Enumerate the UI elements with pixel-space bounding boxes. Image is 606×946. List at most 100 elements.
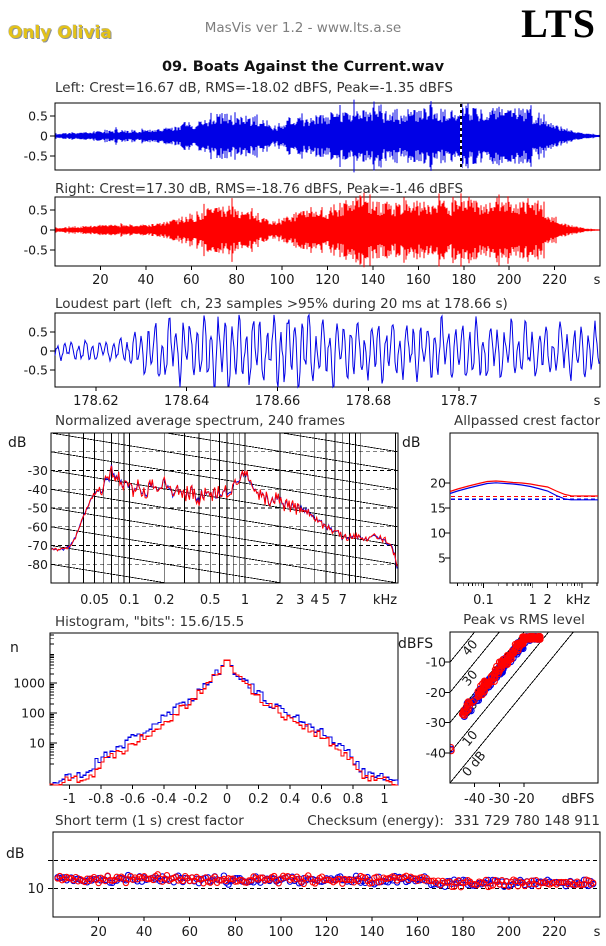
svg-text:220: 220 — [542, 273, 567, 288]
svg-text:0 dB: 0 dB — [459, 748, 489, 779]
svg-text:-0.8: -0.8 — [88, 792, 113, 807]
svg-text:180: 180 — [451, 273, 476, 288]
svg-text:-40: -40 — [464, 792, 485, 807]
svg-text:0: 0 — [40, 223, 48, 238]
left-channel-stats: Left: Crest=16.67 dB, RMS=-18.02 dBFS, P… — [55, 80, 453, 96]
svg-text:140: 140 — [361, 273, 386, 288]
svg-text:-70: -70 — [28, 538, 48, 553]
svg-text:60: 60 — [181, 925, 198, 940]
user-name: Only Olivia — [8, 23, 112, 43]
svg-text:0.5: 0.5 — [28, 203, 48, 218]
svg-text:s: s — [594, 273, 601, 288]
svg-text:60: 60 — [183, 273, 200, 288]
svg-text:-80: -80 — [28, 557, 48, 572]
svg-text:-0.5: -0.5 — [24, 363, 48, 378]
svg-text:dB: dB — [8, 435, 27, 451]
svg-text:s: s — [594, 925, 601, 940]
svg-text:160: 160 — [405, 925, 430, 940]
right-channel-stats: Right: Crest=17.30 dB, RMS=-18.76 dBFS, … — [55, 181, 464, 197]
svg-text:180: 180 — [451, 925, 476, 940]
svg-text:100: 100 — [21, 706, 45, 721]
svg-text:0.1: 0.1 — [119, 593, 140, 608]
svg-text:-10: -10 — [426, 655, 446, 670]
svg-text:4: 4 — [311, 593, 319, 608]
svg-text:0.05: 0.05 — [80, 593, 109, 608]
svg-text:-0.2: -0.2 — [183, 792, 208, 807]
svg-text:178.7: 178.7 — [441, 394, 478, 409]
svg-text:0.5: 0.5 — [28, 325, 48, 340]
svg-text:1000: 1000 — [13, 676, 45, 691]
svg-text:-50: -50 — [28, 501, 48, 516]
spectrum-title: Normalized average spectrum, 240 frames — [55, 413, 345, 429]
loudest-part-title: Loudest part (left ch, 23 samples >95% d… — [55, 296, 508, 312]
svg-text:2: 2 — [276, 593, 284, 608]
svg-text:-30: -30 — [489, 792, 510, 807]
svg-text:140: 140 — [360, 925, 385, 940]
svg-text:dB: dB — [402, 435, 421, 451]
svg-text:0.2: 0.2 — [154, 593, 175, 608]
lts-logo: LTS — [521, 1, 596, 46]
svg-text:0.5: 0.5 — [28, 109, 48, 124]
svg-text:-30: -30 — [28, 463, 48, 478]
svg-text:5: 5 — [322, 593, 330, 608]
svg-text:dBFS: dBFS — [562, 792, 595, 807]
svg-text:-60: -60 — [28, 519, 48, 534]
svg-text:10: 10 — [29, 736, 45, 751]
svg-text:1: 1 — [241, 593, 249, 608]
svg-text:-0.4: -0.4 — [151, 792, 176, 807]
svg-text:5: 5 — [438, 551, 446, 566]
svg-text:200: 200 — [497, 273, 522, 288]
svg-text:-30: -30 — [426, 715, 446, 730]
allpassed-crest-title: Allpassed crest factor — [454, 413, 600, 429]
svg-text:80: 80 — [228, 273, 245, 288]
short-term-crest-title: Short term (1 s) crest factor — [55, 813, 244, 829]
svg-text:160: 160 — [406, 273, 431, 288]
svg-text:178.62: 178.62 — [73, 394, 119, 409]
svg-text:10: 10 — [459, 727, 481, 749]
page-title: 09. Boats Against the Current.wav — [161, 59, 445, 75]
svg-text:0.1: 0.1 — [473, 593, 494, 608]
svg-text:20: 20 — [92, 273, 109, 288]
svg-text:-20: -20 — [513, 792, 534, 807]
svg-text:s: s — [594, 394, 601, 409]
svg-text:0.6: 0.6 — [311, 792, 332, 807]
svg-text:-1: -1 — [63, 792, 76, 807]
svg-text:0.4: 0.4 — [280, 792, 301, 807]
svg-text:178.64: 178.64 — [164, 394, 210, 409]
svg-text:kHz: kHz — [566, 593, 590, 608]
svg-text:7: 7 — [339, 593, 347, 608]
svg-text:-0.6: -0.6 — [120, 792, 145, 807]
svg-text:-0.5: -0.5 — [24, 243, 48, 258]
svg-text:-0.5: -0.5 — [24, 149, 48, 164]
svg-text:kHz: kHz — [373, 593, 397, 608]
svg-text:80: 80 — [227, 925, 244, 940]
checksum: Checksum (energy): 331 729 780 148 911 — [307, 813, 600, 829]
svg-text:0: 0 — [223, 792, 231, 807]
svg-text:-40: -40 — [28, 482, 48, 497]
svg-text:3: 3 — [296, 593, 304, 608]
svg-text:0: 0 — [40, 344, 48, 359]
svg-text:40: 40 — [136, 925, 153, 940]
checksum-value: 331 729 780 148 911 — [453, 813, 600, 829]
peak-vs-rms-title: Peak vs RMS level — [463, 612, 585, 628]
svg-text:n: n — [10, 640, 19, 656]
svg-text:0: 0 — [40, 129, 48, 144]
svg-text:0.8: 0.8 — [343, 792, 364, 807]
svg-text:120: 120 — [315, 273, 340, 288]
svg-text:40: 40 — [138, 273, 155, 288]
svg-text:40: 40 — [459, 637, 481, 659]
svg-text:dBFS: dBFS — [398, 636, 433, 652]
svg-text:20: 20 — [430, 476, 446, 491]
svg-text:220: 220 — [542, 925, 567, 940]
svg-text:2: 2 — [543, 593, 551, 608]
svg-text:178.66: 178.66 — [255, 394, 301, 409]
histogram-title: Histogram, "bits": 15.6/15.5 — [55, 614, 245, 630]
svg-text:200: 200 — [496, 925, 521, 940]
svg-text:10: 10 — [430, 526, 446, 541]
svg-text:1: 1 — [380, 792, 388, 807]
svg-text:100: 100 — [268, 925, 293, 940]
svg-text:-20: -20 — [426, 685, 446, 700]
svg-text:20: 20 — [90, 925, 107, 940]
